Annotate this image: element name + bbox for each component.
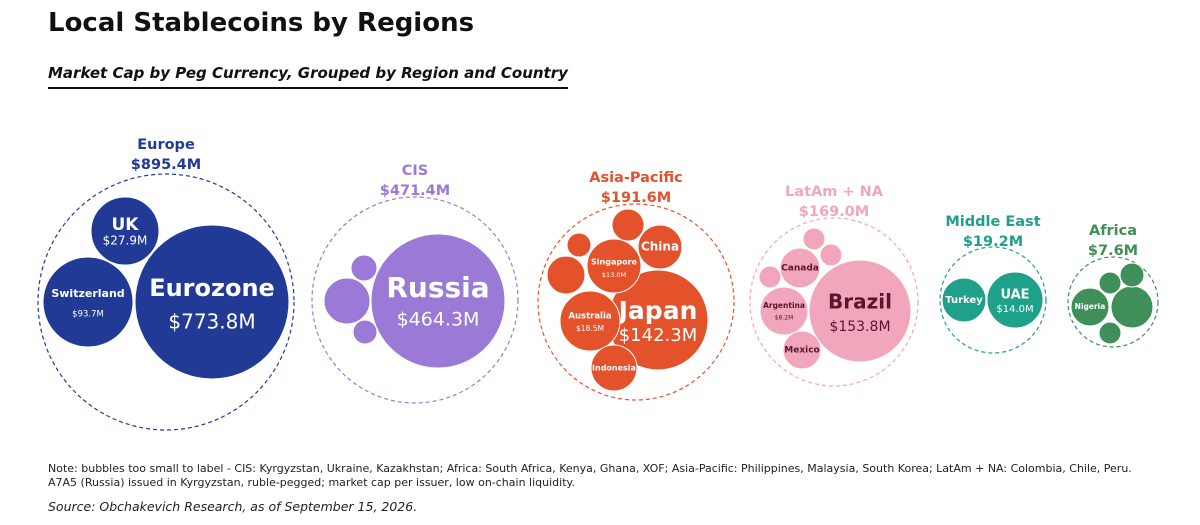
bubble-label-uae: UAE xyxy=(1000,288,1029,303)
region-outline-middle-east xyxy=(939,246,1047,354)
bubble-value-japan: $142.3M xyxy=(619,325,698,346)
bubble-singapore xyxy=(586,238,642,294)
region-total-europe: $895.4M xyxy=(131,157,201,173)
bubble-latam-na-small-6 xyxy=(819,243,843,267)
bubble-switzerland xyxy=(42,256,134,348)
bubble-value-eurozone: $773.8M xyxy=(168,310,255,334)
bubble-canada xyxy=(779,247,821,289)
bubble-eurozone xyxy=(134,224,290,380)
bubble-chart: Europe $895.4M Eurozone $773.8M Switzerland $… xyxy=(37,137,1159,431)
region-total-cis: $471.4M xyxy=(380,183,450,199)
bubble-asia-pacific-small-7 xyxy=(566,232,592,258)
bubble-latam-na-small-5 xyxy=(802,227,826,251)
region-label-cis: CIS xyxy=(402,163,428,179)
chart-subtitle: Market Cap by Peg Currency, Grouped by R… xyxy=(48,64,568,89)
chart-note: Note: bubbles too small to label - CIS: … xyxy=(48,462,1188,490)
region-total-asia-pacific: $191.6M xyxy=(601,190,671,206)
bubble-label-china: China xyxy=(641,240,679,254)
region-outline-europe xyxy=(37,173,295,431)
region-label-latam-na: LatAm + NA xyxy=(785,184,884,200)
bubble-value-switzerland: $93.7M xyxy=(72,310,104,320)
bubble-value-singapore: $13.0M xyxy=(602,271,626,279)
bubble-uae xyxy=(986,271,1044,329)
bubble-cis-small-2 xyxy=(350,254,378,282)
note-line-1: Note: bubbles too small to label - CIS: … xyxy=(48,462,1132,475)
bubble-africa-small-3 xyxy=(1098,271,1122,295)
region-outline-cis xyxy=(311,196,519,404)
region-label-europe: Europe xyxy=(137,137,195,153)
bubble-label-nigeria: Nigeria xyxy=(1075,302,1106,311)
region-total-africa: $7.6M xyxy=(1088,243,1138,259)
region-total-latam-na: $169.0M xyxy=(799,204,869,220)
bubble-russia xyxy=(370,233,506,369)
bubble-brazil xyxy=(808,259,912,363)
bubble-africa-small-2 xyxy=(1119,262,1145,288)
bubble-label-russia: Russia xyxy=(386,271,489,304)
region-label-asia-pacific: Asia-Pacific xyxy=(589,170,683,186)
bubble-label-eurozone: Eurozone xyxy=(149,274,275,302)
bubble-china xyxy=(637,224,683,270)
note-line-2: A7A5 (Russia) issued in Kyrgyzstan, rubl… xyxy=(48,476,575,489)
bubble-label-canada: Canada xyxy=(781,264,819,274)
bubble-label-turkey: Turkey xyxy=(945,295,983,306)
bubble-cis-small-3 xyxy=(352,319,378,345)
bubble-value-uk: $27.9M xyxy=(103,234,148,248)
bubble-argentina xyxy=(759,286,809,336)
bubble-africa-small-0 xyxy=(1110,285,1154,329)
bubble-value-australia: $18.5M xyxy=(576,324,604,333)
bubble-label-switzerland: Switzerland xyxy=(51,287,124,300)
bubble-australia xyxy=(559,290,621,352)
bubble-africa-small-4 xyxy=(1098,321,1122,345)
bubble-label-australia: Australia xyxy=(568,312,612,322)
bubble-label-japan: Japan xyxy=(617,296,698,325)
chart-source: Source: Obchakevich Research, as of Sept… xyxy=(48,499,418,514)
chart-title: Local Stablecoins by Regions xyxy=(48,8,475,38)
bubble-value-argentina: $8.2M xyxy=(775,315,794,322)
bubble-turkey xyxy=(941,277,987,323)
bubble-label-brazil: Brazil xyxy=(828,290,892,314)
bubble-label-argentina: Argentina xyxy=(763,301,805,310)
bubble-asia-pacific-small-6 xyxy=(611,208,645,242)
bubble-latam-na-small-4 xyxy=(758,265,782,289)
bubble-cis-small-1 xyxy=(323,277,371,325)
bubble-mexico xyxy=(782,330,822,370)
bubble-nigeria xyxy=(1070,287,1110,327)
region-outline-latam-na xyxy=(749,217,919,387)
bubble-label-uk: UK xyxy=(112,215,140,235)
region-outline-asia-pacific xyxy=(537,203,735,401)
bubble-uk xyxy=(90,196,160,266)
bubble-label-indonesia: Indonesia xyxy=(592,364,636,373)
bubble-label-singapore: Singapore xyxy=(591,258,637,267)
bubble-value-uae: $14.0M xyxy=(996,304,1033,315)
bubble-value-brazil: $153.8M xyxy=(829,319,890,335)
bubble-indonesia xyxy=(590,344,638,392)
region-label-middle-east: Middle East xyxy=(945,214,1040,230)
bubble-asia-pacific-small-5 xyxy=(546,255,586,295)
region-total-middle-east: $19.2M xyxy=(963,234,1023,250)
region-outline-africa xyxy=(1067,256,1159,348)
bubble-value-russia: $464.3M xyxy=(397,309,480,331)
bubble-label-mexico: Mexico xyxy=(784,346,819,356)
region-label-africa: Africa xyxy=(1089,223,1137,239)
